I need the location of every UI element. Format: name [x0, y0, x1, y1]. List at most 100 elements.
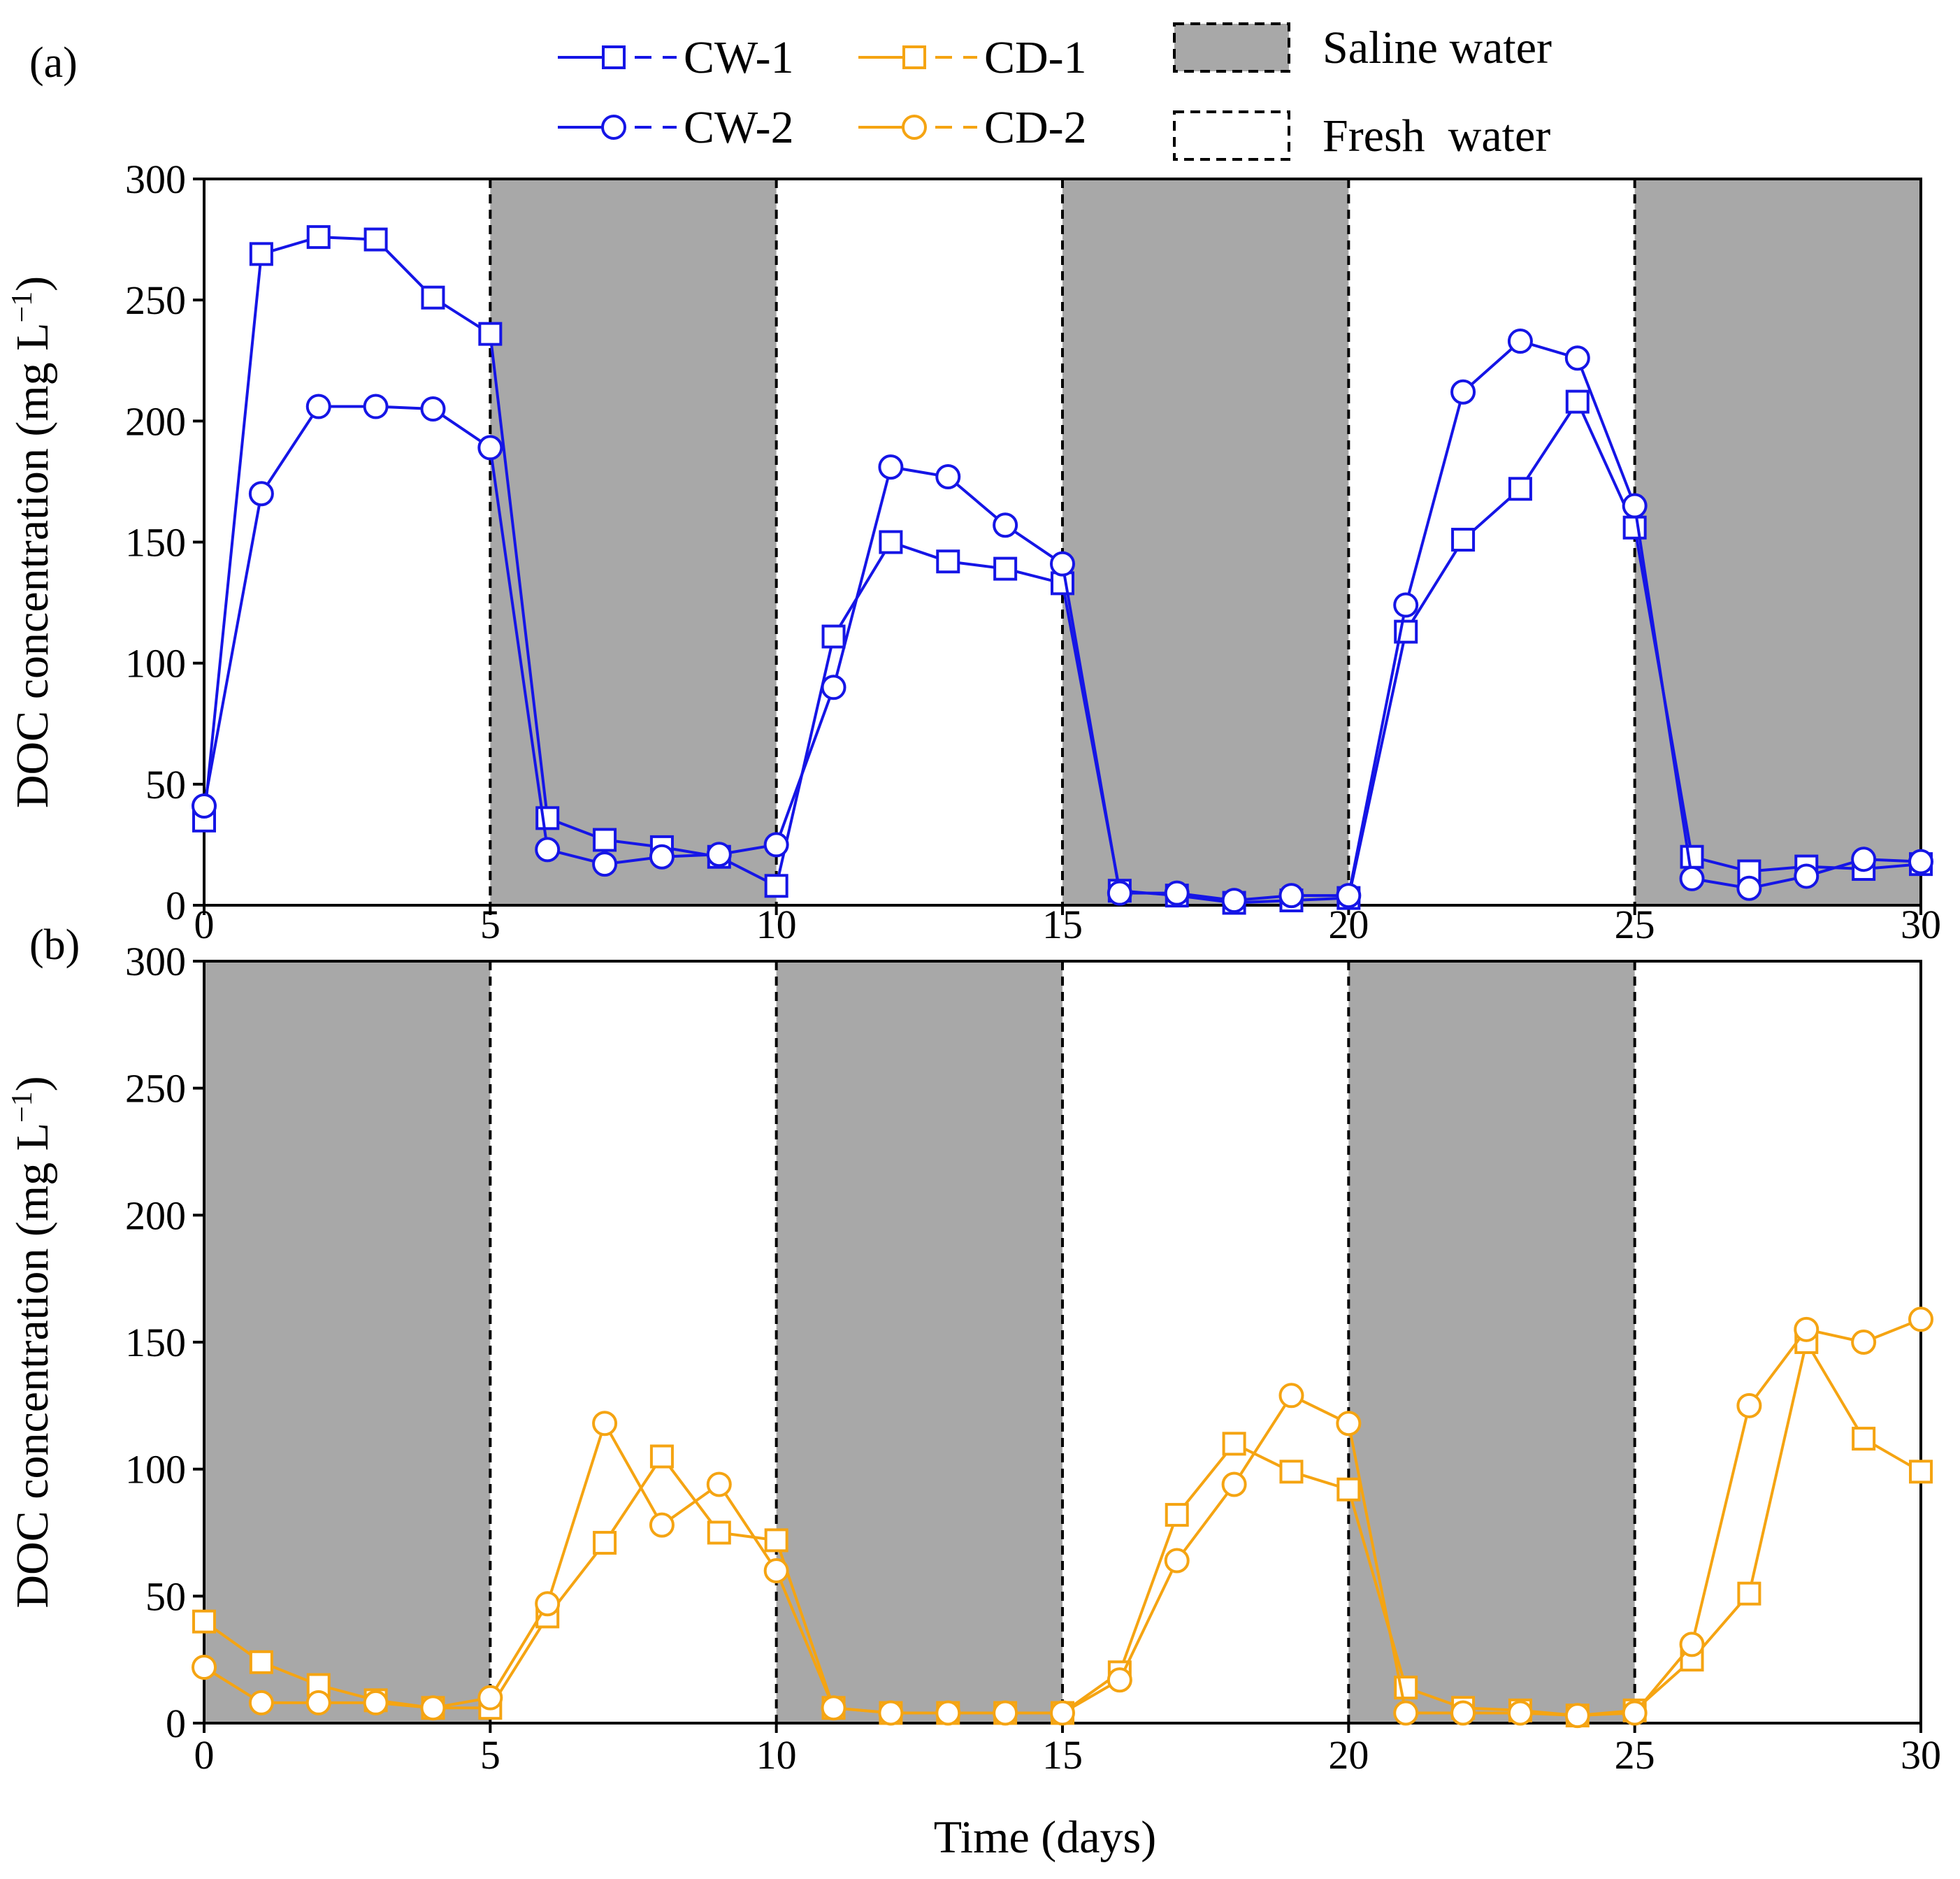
- y-axis-title: DOC concentration (mg L−1): [6, 276, 58, 808]
- data-point: [1908, 1306, 1933, 1332]
- legend-marker: [902, 115, 927, 140]
- y-tick-label: 250: [125, 278, 186, 323]
- data-point: [878, 454, 904, 480]
- data-point: [936, 549, 960, 574]
- data-point: [305, 1690, 331, 1715]
- x-tick-label: 10: [756, 1732, 797, 1778]
- legend-marker: [601, 115, 626, 140]
- data-point: [1736, 1392, 1762, 1418]
- data-point: [993, 512, 1018, 538]
- data-point: [1279, 1460, 1304, 1484]
- data-point: [1507, 1700, 1533, 1726]
- data-point: [1221, 1471, 1247, 1497]
- data-point: [1908, 849, 1933, 874]
- panel-label: (b): [29, 921, 80, 969]
- y-tick-label: 250: [125, 1066, 186, 1111]
- data-point: [878, 1700, 904, 1726]
- data-point: [535, 1591, 561, 1617]
- data-point: [592, 1411, 618, 1437]
- data-point: [993, 1700, 1018, 1726]
- data-point: [305, 394, 331, 419]
- data-point: [420, 1695, 446, 1721]
- data-point: [535, 837, 561, 863]
- data-point: [1794, 863, 1820, 889]
- y-tick-label: 0: [166, 1701, 186, 1746]
- data-point: [192, 1609, 216, 1634]
- data-point: [1451, 528, 1476, 552]
- legend-label: CD-1: [984, 32, 1087, 83]
- data-point: [248, 481, 274, 507]
- data-point: [1450, 1700, 1476, 1726]
- data-point: [1336, 1477, 1361, 1502]
- legend-label: CW-1: [684, 32, 794, 83]
- data-point: [249, 242, 273, 266]
- legend-entry-cw-2: CW-2: [558, 102, 794, 153]
- legend-label: CW-2: [684, 102, 794, 153]
- legend: CW-1 CW-2 CD-1 CD-2 Saline water Fresh water: [558, 22, 1552, 161]
- legend-entry-region: Fresh water: [1173, 110, 1550, 161]
- data-point: [1622, 1700, 1648, 1726]
- data-point: [477, 435, 503, 461]
- x-tick-label: 15: [1042, 902, 1083, 947]
- data-point: [477, 1685, 503, 1711]
- y-tick-label: 300: [125, 157, 186, 202]
- panel-b: 0 50 100 150 200 250 300 0 5 10 15 20 25 30 (b) DOC con…: [6, 921, 1941, 1778]
- data-point: [649, 844, 675, 870]
- x-tick-label: 0: [194, 1732, 215, 1778]
- data-point: [1393, 1700, 1419, 1726]
- panel-label: (a): [29, 39, 78, 87]
- y-axis-title: DOC concentration (mg L−1): [6, 1076, 58, 1608]
- data-point: [192, 793, 217, 819]
- data-point: [1507, 329, 1533, 354]
- data-point: [879, 530, 903, 554]
- data-point: [592, 851, 618, 877]
- data-point: [1852, 1427, 1876, 1451]
- data-point: [1679, 1632, 1705, 1657]
- x-tick-label: 30: [1901, 902, 1941, 947]
- data-point: [249, 1650, 273, 1674]
- data-point: [1450, 379, 1476, 405]
- data-point: [706, 1471, 732, 1497]
- data-point: [649, 1512, 675, 1538]
- data-point: [1909, 1460, 1933, 1484]
- data-point: [706, 842, 732, 867]
- y-tick-label: 150: [125, 520, 186, 566]
- data-point: [1107, 880, 1132, 906]
- legend-entry-cd-2: CD-2: [858, 102, 1087, 153]
- data-point: [1736, 875, 1762, 901]
- x-tick-label: 20: [1328, 1732, 1369, 1778]
- y-tick-label: 50: [145, 1574, 186, 1619]
- data-point: [1564, 1703, 1590, 1729]
- legend-entry-cw-1: CW-1: [558, 32, 794, 83]
- y-tick-label: 300: [125, 939, 186, 984]
- data-point: [1622, 493, 1648, 519]
- data-point: [248, 1690, 274, 1715]
- data-point: [935, 1700, 961, 1726]
- data-point: [1622, 515, 1647, 540]
- data-point: [935, 463, 961, 489]
- data-point: [1565, 389, 1590, 414]
- data-point: [1278, 1383, 1304, 1409]
- y-tick-label: 50: [145, 762, 186, 807]
- saline-band: [1634, 179, 1921, 905]
- saline-band: [1348, 961, 1635, 1723]
- data-point: [1164, 1548, 1190, 1574]
- saline-band: [776, 961, 1062, 1723]
- legend-marker: [602, 45, 626, 69]
- y-tick-label: 200: [125, 1193, 186, 1238]
- data-point: [764, 874, 788, 898]
- data-point: [763, 832, 789, 858]
- data-point: [821, 1695, 846, 1721]
- y-tick-label: 100: [125, 1447, 186, 1492]
- x-tick-label: 15: [1042, 1732, 1083, 1778]
- data-point: [1165, 1503, 1189, 1527]
- data-point: [1679, 865, 1705, 891]
- data-point: [1336, 1411, 1362, 1437]
- data-point: [1508, 477, 1532, 501]
- data-point: [1050, 551, 1075, 577]
- legend-entry-cd-1: CD-1: [858, 32, 1087, 83]
- data-point: [1050, 1700, 1075, 1726]
- legend-label: Fresh water: [1323, 110, 1550, 161]
